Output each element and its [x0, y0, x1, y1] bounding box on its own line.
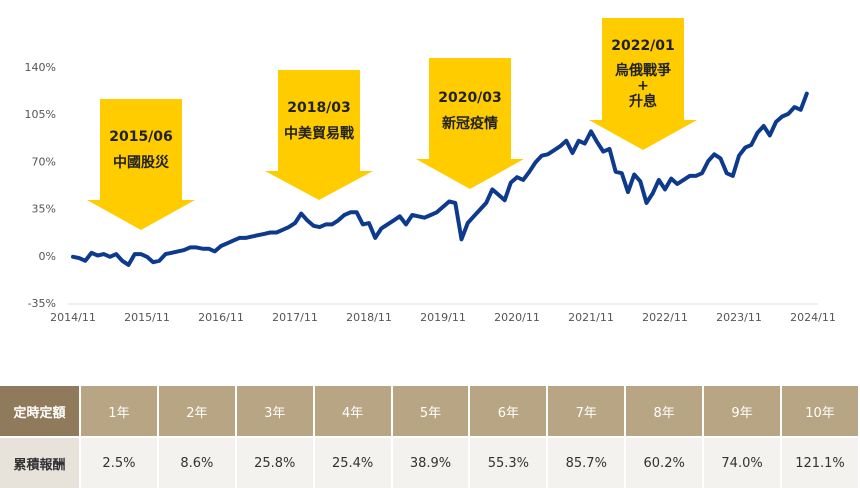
line-series	[71, 91, 809, 267]
x-tick-label: 2022/11	[642, 311, 688, 324]
y-tick-label: 140%	[25, 61, 56, 74]
header-cell: 3年	[235, 386, 315, 438]
annotation-text: 2015/06	[109, 129, 173, 145]
annotation-text: 2018/03	[287, 100, 351, 116]
header-cell: 6年	[469, 386, 549, 438]
annotation-text: 2020/03	[438, 90, 502, 106]
annotation-text: 中國股災	[113, 154, 170, 171]
header-cell: 8年	[625, 386, 705, 438]
x-tick-label: 2017/11	[272, 311, 318, 324]
y-tick-label: 70%	[32, 155, 56, 168]
annotation-text: 升息	[629, 93, 657, 110]
header-cell: 2年	[157, 386, 237, 438]
header-cell: 9年	[703, 386, 783, 438]
annotation-arrow	[87, 99, 195, 230]
data-cell: 121.1%	[781, 437, 860, 488]
annotation-arrow	[265, 70, 373, 200]
header-row: 定時定額 1年 2年 3年 4年 5年 6年 7年 8年 9年 10年	[0, 386, 860, 438]
data-cell: 85.7%	[547, 437, 627, 488]
x-tick-label: 2018/11	[346, 311, 392, 324]
y-tick-label: 0%	[39, 250, 56, 263]
header-cell: 10年	[781, 386, 860, 438]
annotation-text: 中美貿易戰	[284, 125, 354, 142]
y-tick-label: -35%	[28, 297, 56, 310]
data-cell: 74.0%	[703, 437, 783, 488]
x-tick-label: 2020/11	[494, 311, 540, 324]
data-cell: 累積報酬	[0, 437, 81, 488]
x-tick-label: 2016/11	[198, 311, 244, 324]
header-cell: 5年	[391, 386, 471, 438]
annotation-arrow	[416, 58, 524, 189]
y-tick-label: 105%	[25, 108, 56, 121]
chart: -35% 0% 35% 70% 105% 140% 2014/11 2015/11 2016/1…	[25, 18, 836, 324]
return-table: 定時定額 1年 2年 3年 4年 5年 6年 7年 8年 9年 10年 累積報酬 2.5% 8.6% 25…	[0, 386, 860, 488]
header-cell: 7年	[547, 386, 627, 438]
data-cell: 38.9%	[391, 437, 471, 488]
data-cell: 25.8%	[235, 437, 315, 488]
header-cell: 1年	[80, 386, 159, 438]
data-cell: 25.4%	[313, 437, 393, 488]
x-tick-label: 2024/11	[790, 311, 836, 324]
x-tick-label: 2015/11	[124, 311, 170, 324]
annotation-text: 新冠疫情	[442, 115, 498, 132]
data-row: 累積報酬 2.5% 8.6% 25.8% 25.4% 38.9% 55.3% 85.7% 60.…	[0, 437, 860, 488]
data-cell: 60.2%	[625, 437, 705, 488]
x-tick-label: 2021/11	[568, 311, 614, 324]
x-tick-label: 2014/11	[50, 311, 96, 324]
data-cell: 2.5%	[80, 437, 159, 488]
y-tick-label: 35%	[32, 203, 56, 216]
annotation-text: +	[637, 78, 649, 94]
x-tick-label: 2023/11	[716, 311, 762, 324]
data-cell: 8.6%	[157, 437, 237, 488]
annotation-text: 烏俄戰爭	[615, 62, 671, 79]
annotation-arrow	[589, 18, 697, 150]
annotation-text: 2022/01	[611, 38, 675, 54]
header-cell: 定時定額	[0, 386, 81, 438]
header-cell: 4年	[313, 386, 393, 438]
data-cell: 55.3%	[469, 437, 549, 488]
x-tick-label: 2019/11	[420, 311, 466, 324]
